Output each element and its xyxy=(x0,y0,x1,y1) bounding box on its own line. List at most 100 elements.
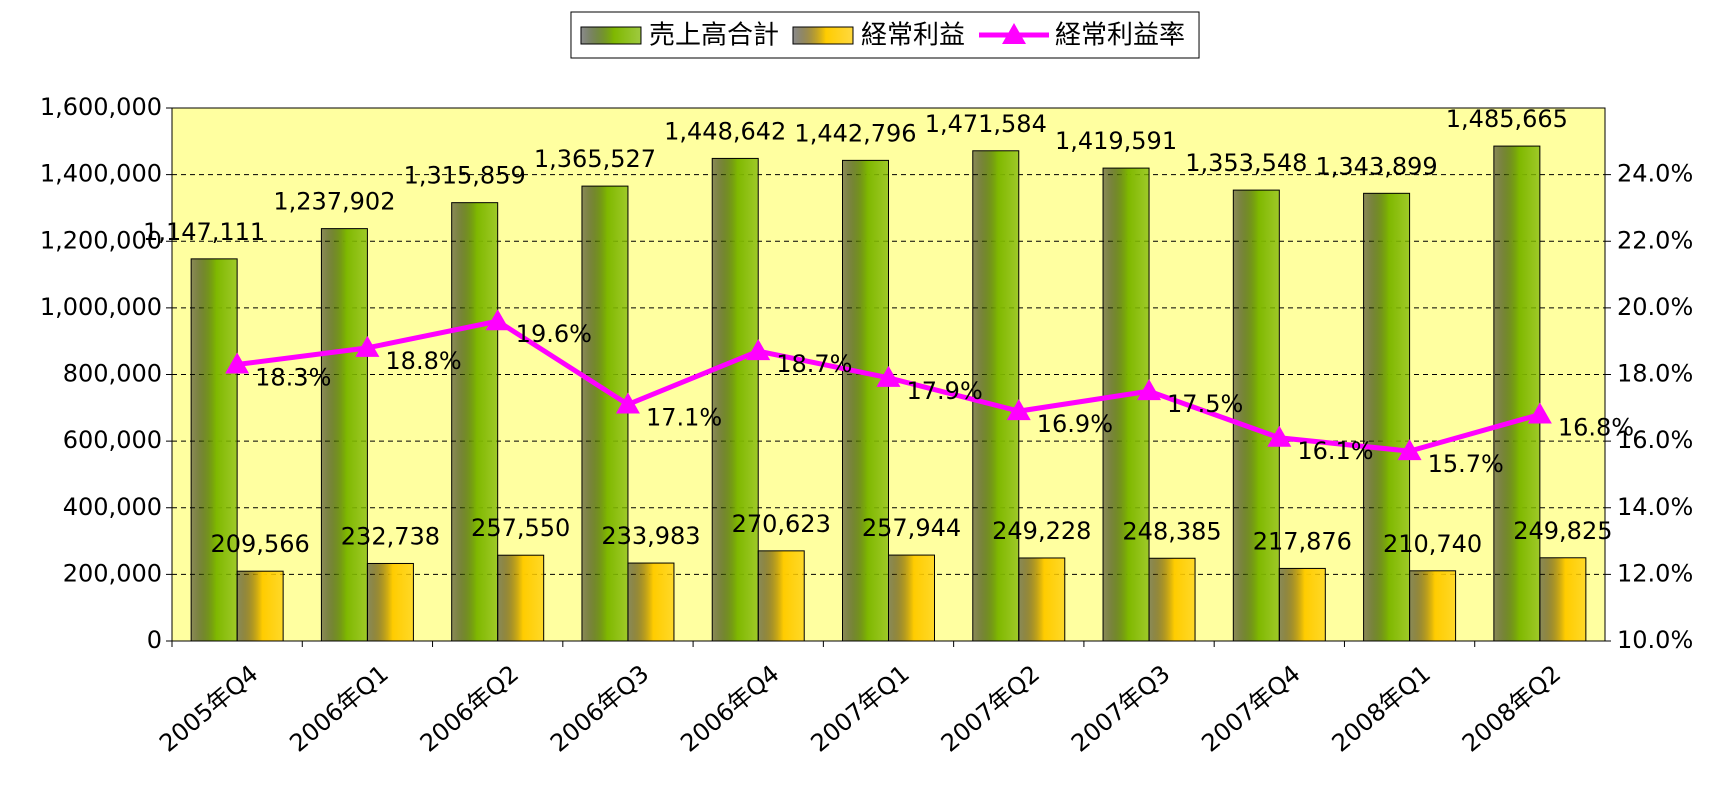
y2-tick-label: 18.0% xyxy=(1617,360,1693,388)
line-marker xyxy=(225,352,250,374)
bar xyxy=(451,202,499,642)
data-label: 1,442,796 xyxy=(794,119,916,147)
x-tick-label: 2006年Q3 xyxy=(545,660,654,758)
legend-box xyxy=(570,11,1200,59)
y2-tick-label: 22.0% xyxy=(1617,226,1693,254)
data-label: 19.6% xyxy=(516,320,592,348)
data-label: 257,550 xyxy=(471,514,570,542)
y-tick-label: 1,400,000 xyxy=(40,160,162,188)
y2-tick-label: 20.0% xyxy=(1617,293,1693,321)
bar xyxy=(1539,557,1587,642)
bar xyxy=(711,157,759,642)
data-label: 257,944 xyxy=(862,514,961,542)
data-label: 249,228 xyxy=(992,517,1091,545)
line-marker xyxy=(1527,402,1552,424)
bar xyxy=(320,228,368,642)
x-tick-label: 2005年Q4 xyxy=(154,660,263,758)
data-label: 210,740 xyxy=(1383,530,1482,558)
line-marker xyxy=(615,392,640,414)
line-marker xyxy=(876,365,901,387)
y-tick-label: 1,000,000 xyxy=(40,293,162,321)
legend-marker xyxy=(1002,23,1027,44)
bar xyxy=(497,554,545,642)
data-label: 270,623 xyxy=(732,510,831,538)
bar xyxy=(888,554,935,642)
x-tick-label: 2007年Q3 xyxy=(1066,660,1175,758)
data-label: 232,738 xyxy=(341,522,440,550)
data-label: 1,485,665 xyxy=(1446,105,1568,133)
y-tick-label: 400,000 xyxy=(63,493,162,521)
y2-tick-label: 12.0% xyxy=(1617,559,1693,587)
legend-label: 経常利益率 xyxy=(1055,21,1185,51)
data-label: 16.1% xyxy=(1297,437,1373,465)
data-label: 16.8% xyxy=(1558,413,1634,441)
bar xyxy=(1409,570,1457,642)
line-marker xyxy=(746,339,771,361)
legend-label: 経常利益 xyxy=(861,21,965,51)
data-label: 17.9% xyxy=(907,377,983,405)
legend-label: 売上高合計 xyxy=(649,21,779,51)
x-tick-label: 2006年Q1 xyxy=(284,660,393,758)
y-tick-label: 1,200,000 xyxy=(40,226,162,254)
data-label: 18.7% xyxy=(776,350,852,378)
bar xyxy=(1232,189,1280,642)
bar xyxy=(627,562,675,642)
x-tick-label: 2008年Q2 xyxy=(1457,660,1566,758)
line-marker xyxy=(485,309,510,331)
bar xyxy=(190,258,238,642)
bar xyxy=(757,550,805,642)
data-label: 1,353,548 xyxy=(1185,149,1307,177)
bar xyxy=(842,159,889,642)
data-label: 1,365,527 xyxy=(534,145,656,173)
bar xyxy=(1102,167,1150,642)
x-tick-label: 2008年Q1 xyxy=(1327,660,1436,758)
data-label: 1,471,584 xyxy=(925,110,1047,138)
x-tick-label: 2007年Q1 xyxy=(806,660,915,758)
y-tick-label: 800,000 xyxy=(63,360,162,388)
y2-tick-label: 10.0% xyxy=(1617,626,1693,654)
y2-tick-label: 24.0% xyxy=(1617,160,1693,188)
bar xyxy=(1363,192,1411,642)
legend-swatch xyxy=(580,26,642,45)
data-label: 209,566 xyxy=(211,530,310,558)
data-label: 1,419,591 xyxy=(1055,127,1177,155)
data-label: 15.7% xyxy=(1428,450,1504,478)
y-tick-label: 0 xyxy=(147,626,162,654)
data-label: 1,448,642 xyxy=(664,117,786,145)
line-marker xyxy=(355,335,380,357)
line-marker xyxy=(1137,379,1162,401)
legend: 売上高合計 経常利益 経常利益率 xyxy=(570,11,1200,59)
x-tick-label: 2007年Q4 xyxy=(1196,660,1305,758)
y2-tick-label: 16.0% xyxy=(1617,426,1693,454)
data-label: 233,983 xyxy=(601,522,700,550)
data-label: 17.1% xyxy=(646,403,722,431)
y-tick-label: 200,000 xyxy=(63,559,162,587)
x-tick-label: 2006年Q4 xyxy=(675,660,784,758)
data-label: 217,876 xyxy=(1253,527,1352,555)
line-marker xyxy=(1397,439,1422,461)
y2-tick-label: 14.0% xyxy=(1617,493,1693,521)
data-label: 1,315,859 xyxy=(404,162,526,190)
x-tick-label: 2006年Q2 xyxy=(415,660,524,758)
legend-swatch xyxy=(792,26,854,45)
data-label: 1,343,899 xyxy=(1316,152,1438,180)
data-label: 18.3% xyxy=(255,364,331,392)
x-tick-label: 2007年Q2 xyxy=(936,660,1045,758)
bar xyxy=(1493,145,1541,642)
data-label: 249,825 xyxy=(1513,517,1612,545)
bar xyxy=(581,185,629,642)
data-label: 1,147,111 xyxy=(143,218,265,246)
line-marker xyxy=(1006,399,1031,421)
data-label: 1,237,902 xyxy=(273,188,395,216)
bar xyxy=(972,150,1020,642)
bar xyxy=(1148,557,1196,642)
data-label: 17.5% xyxy=(1167,390,1243,418)
data-label: 18.8% xyxy=(385,347,461,375)
data-label: 248,385 xyxy=(1122,517,1221,545)
bar xyxy=(366,562,414,642)
line-marker xyxy=(1267,425,1292,447)
bar xyxy=(236,570,284,642)
bar xyxy=(1278,567,1326,642)
y-tick-label: 600,000 xyxy=(63,426,162,454)
